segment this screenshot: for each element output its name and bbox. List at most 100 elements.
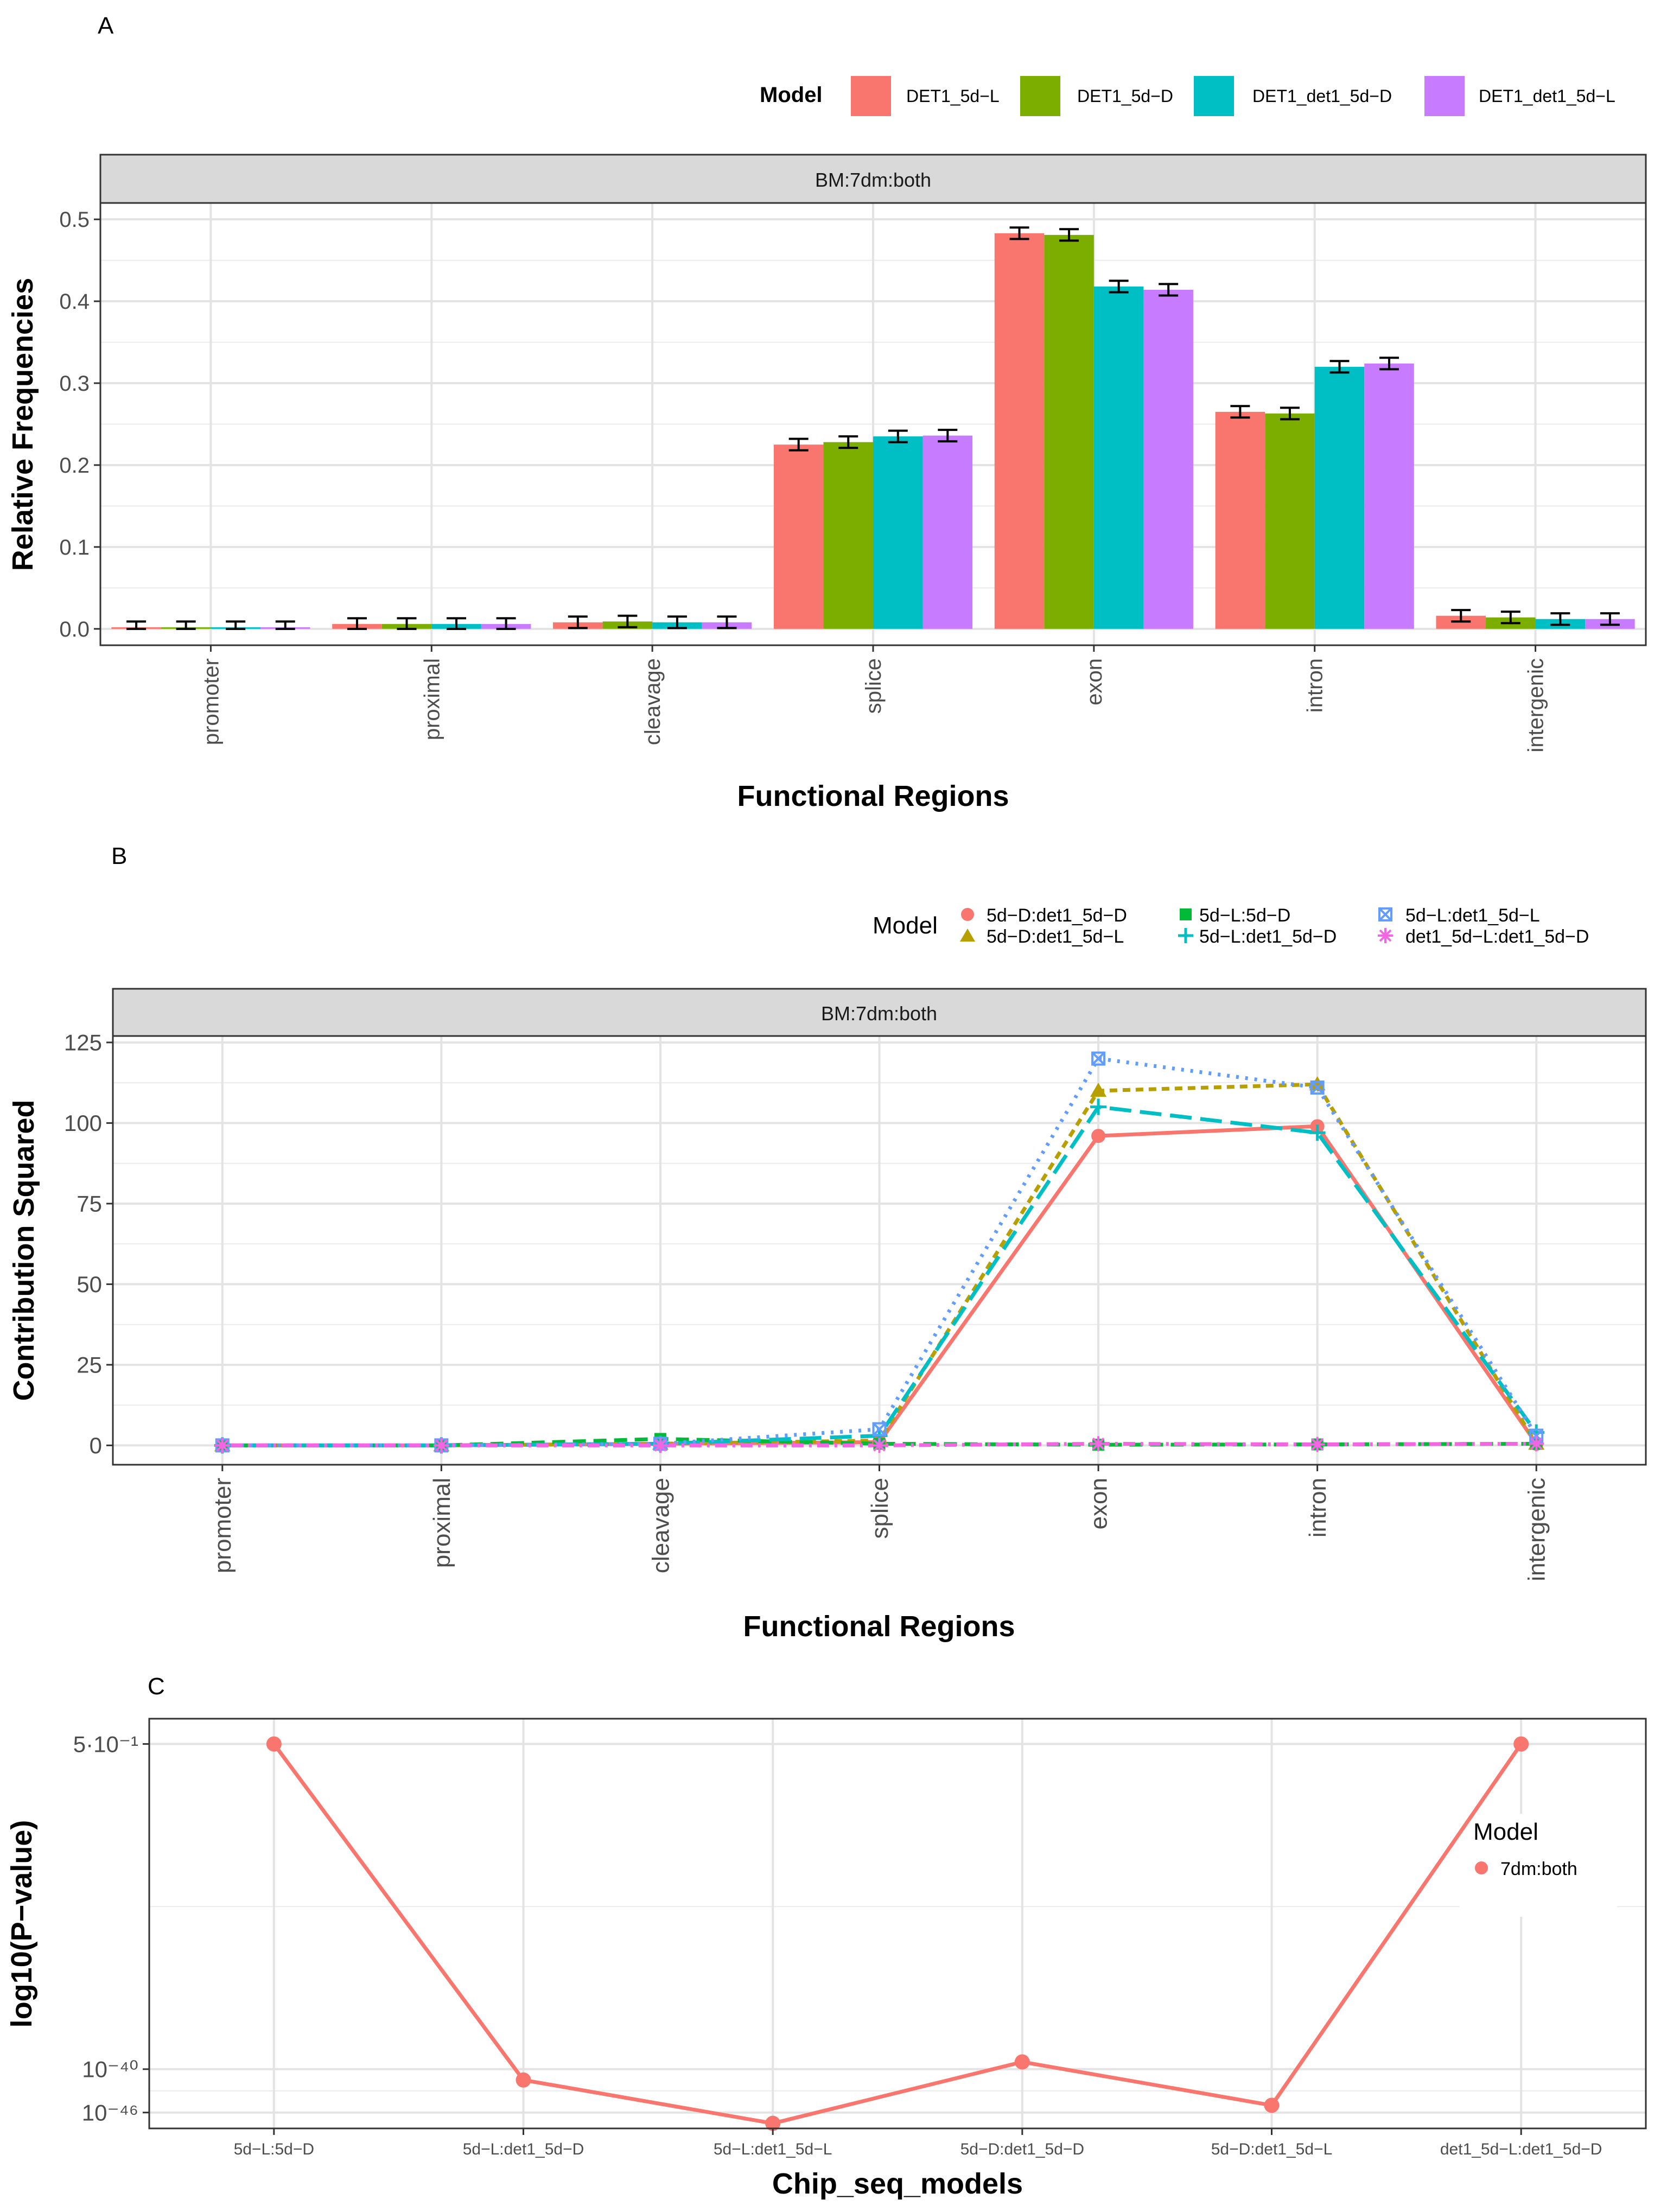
asterisk-marker-icon xyxy=(1379,929,1392,942)
panel-b-x-tick-label: splice xyxy=(867,1478,893,1539)
panel-c-legend-label: 7dm:both xyxy=(1500,1859,1577,1879)
panel-c-point xyxy=(1264,2097,1280,2113)
panel-b-lines xyxy=(214,1051,1545,1454)
panel-b-point xyxy=(214,1438,230,1453)
panel-b-y-tick-label: 50 xyxy=(77,1272,102,1297)
panel-c-x-tick-label: 5d−L:det1_5d−D xyxy=(463,2140,584,2158)
panel-c-label: C xyxy=(148,1673,165,1700)
panel-a-legend-label-1: DET1_5d−L xyxy=(906,86,1000,106)
panel-a-bar xyxy=(1143,289,1193,629)
panel-a-x-tick-label: promoter xyxy=(199,658,223,745)
panel-c-y-tick-label: 10⁻⁴⁶ xyxy=(82,2100,138,2125)
panel-b-x-tick-label: intron xyxy=(1305,1478,1331,1537)
panel-a-y-tick-label: 0.0 xyxy=(59,618,90,641)
panel-c-x-tick-label: det1_5d−L:det1_5d−D xyxy=(1440,2140,1602,2158)
circle-marker-icon xyxy=(961,908,974,921)
panel-a-y-tick-label: 0.2 xyxy=(59,454,90,478)
panel-c-x-tick-label: 5d−L:det1_5d−L xyxy=(714,2140,832,2158)
panel-c-x-axis-title: Chip_seq_models xyxy=(772,2167,1023,2200)
panel-a-bar xyxy=(1215,411,1265,629)
panel-a-bar xyxy=(823,442,873,629)
panel-c-legend-title: Model xyxy=(1473,1819,1538,1845)
panel-b-y-tick-label: 0 xyxy=(90,1433,102,1458)
panel-a-legend-swatch-1 xyxy=(851,76,891,116)
panel-c-point xyxy=(516,2072,531,2088)
panel-a-y-tick-label: 0.4 xyxy=(59,290,90,314)
panel-a-legend-label-4: DET1_det1_5d−L xyxy=(1479,86,1615,106)
panel-c-axes: 5·10⁻¹ 10⁻⁴⁰ 10⁻⁴⁶ 5d−L:5d−D 5d−L:det1_5d−D 5… xyxy=(73,1731,1602,2158)
panel-a-bar xyxy=(922,435,973,629)
panel-a-legend-swatch-2 xyxy=(1020,76,1060,116)
panel-a-legend-label-2: DET1_5d−D xyxy=(1077,86,1173,106)
panel-b-x-tick-label: exon xyxy=(1085,1478,1112,1529)
panel-a-x-tick-label: cleavage xyxy=(641,658,665,745)
panel-a-legend: Model DET1_5d−L DET1_5d−D DET1_det1_5d−D… xyxy=(760,76,1615,116)
panel-a-x-tick-label: proximal xyxy=(420,658,444,740)
panel-b-legend-key-1 xyxy=(961,908,974,921)
panel-a-x-tick-label: exon xyxy=(1083,658,1106,705)
panel-b-label: B xyxy=(111,843,127,869)
panel-c-lines xyxy=(266,1736,1529,2131)
panel-b-x-tick-label: proximal xyxy=(429,1478,455,1568)
panel-a-bar xyxy=(994,233,1045,629)
panel-b-point xyxy=(1309,1124,1326,1141)
panel-b-point xyxy=(652,1438,668,1453)
panel-a-facet-strip xyxy=(99,154,1647,204)
panel-b-y-tick-label: 125 xyxy=(64,1030,102,1056)
panel-a-bar xyxy=(1364,363,1414,629)
panel-b-legend-label-4: 5d−L:det1_5d−D xyxy=(1199,926,1337,947)
panel-b-point xyxy=(1091,1051,1106,1066)
panel-b-x-tick-label: promoter xyxy=(209,1478,236,1573)
panel-b-facet-strip xyxy=(112,988,1647,1037)
panel-b-facet-label: BM:7dm:both xyxy=(821,1002,937,1025)
panel-a-bar xyxy=(873,436,923,629)
panel-a-bar xyxy=(1044,234,1094,629)
panel-c-y-tick-label: 5·10⁻¹ xyxy=(73,1731,138,1757)
panel-c-point xyxy=(765,2115,781,2131)
triangle-marker-icon xyxy=(960,929,975,942)
panel-c-x-tick-label: 5d−L:5d−D xyxy=(234,2140,314,2158)
panel-b-y-tick-label: 100 xyxy=(64,1110,102,1136)
panel-b-point xyxy=(871,1438,887,1453)
panel-c-point xyxy=(266,1736,282,1752)
boxed-x-marker-icon xyxy=(1378,907,1392,921)
panel-b-legend-label-2: 5d−D:det1_5d−L xyxy=(987,926,1124,947)
panel-b-legend-key-6 xyxy=(1378,928,1393,943)
panel-a-axes: 0.0 0.1 0.2 0.3 0.4 0.5 promoter proximal cleava… xyxy=(59,208,1548,752)
panel-b-point xyxy=(872,1422,887,1436)
panel-b-legend-key-4 xyxy=(1178,928,1193,943)
panel-a-y-axis-title: Relative Frequencies xyxy=(7,278,39,571)
panel-b-legend-label-5: 5d−L:det1_5d−L xyxy=(1405,905,1540,926)
panel-b-legend-label-3: 5d−L:5d−D xyxy=(1199,905,1290,926)
panel-b-legend-label-6: det1_5d−L:det1_5d−D xyxy=(1405,926,1589,947)
panel-b-legend-key-2 xyxy=(960,929,975,942)
panel-a-x-tick-label: intron xyxy=(1303,658,1327,713)
square-marker-icon xyxy=(1180,908,1192,920)
panel-b-x-axis-title: Functional Regions xyxy=(743,1610,1015,1643)
panel-b-point xyxy=(1309,1436,1325,1452)
panel-b-y-tick-label: 25 xyxy=(77,1352,102,1378)
panel-a-label: A xyxy=(98,12,114,39)
panel-a-y-tick-label: 0.3 xyxy=(59,372,90,396)
panel-a-legend-label-3: DET1_det1_5d−D xyxy=(1252,86,1392,106)
panel-b-axes: 0 25 50 75 100 125 promoter proximal cleavage spl… xyxy=(64,1030,1550,1581)
panel-c: C Model 7dm:both 5·10⁻¹ 10⁻⁴⁰ 10⁻⁴⁶ 5d−L:5d… xyxy=(5,1673,1647,2200)
panel-c-plot-border xyxy=(148,1718,1647,2130)
panel-b-y-tick-label: 75 xyxy=(77,1191,102,1217)
panel-b-point xyxy=(1529,1436,1544,1452)
panel-c-x-tick-label: 5d−D:det1_5d−L xyxy=(1211,2140,1333,2158)
panel-c-legend: Model 7dm:both xyxy=(1473,1819,1577,1879)
panel-a-bar xyxy=(1093,286,1144,629)
panel-a: A Model DET1_5d−L DET1_5d−D DET1_det1_5d… xyxy=(7,12,1647,812)
panel-b-point xyxy=(1090,1082,1107,1097)
panel-c-y-tick-label: 10⁻⁴⁰ xyxy=(82,2057,138,2082)
panel-b-legend-key-3 xyxy=(1180,908,1192,920)
panel-a-bar xyxy=(1314,366,1365,629)
panel-a-bars xyxy=(111,226,1635,630)
panel-c-point xyxy=(1014,2054,1030,2070)
panel-a-bar xyxy=(1265,413,1315,629)
panel-c-y-axis-title: log10(P−value) xyxy=(5,1820,38,2028)
panel-b-point xyxy=(1090,1098,1107,1115)
panel-c-point xyxy=(1513,1736,1529,1752)
